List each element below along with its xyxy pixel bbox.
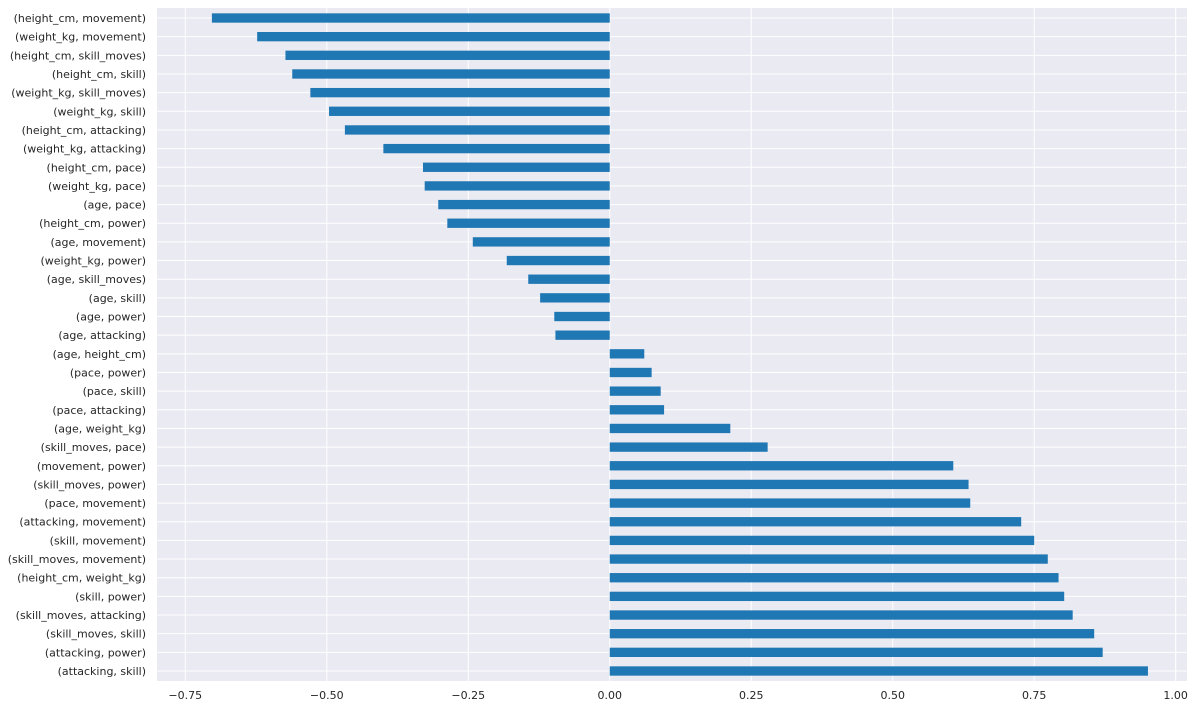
y-tick-label: (weight_kg, pace) (48, 180, 146, 193)
y-tick-label: (height_cm, movement) (14, 12, 146, 25)
y-tick-label: (age, pace) (83, 199, 146, 212)
y-tick-label: (height_cm, attacking) (22, 124, 146, 137)
bar (609, 554, 1048, 564)
bar (609, 629, 1095, 639)
bar (383, 143, 610, 154)
x-tick-labels: −0.75 −0.50 −0.25 0.00 0.25 0.50 0.75 1.00 (168, 689, 1187, 702)
bar (344, 125, 610, 135)
y-tick-label: (skill_moves, attacking) (16, 609, 146, 622)
y-tick-label: (pace, attacking) (52, 404, 146, 417)
y-tick-label: (skill_moves, pace) (41, 441, 146, 454)
x-tick-label: −0.75 (168, 689, 202, 702)
bars (211, 13, 1148, 676)
bar (438, 199, 610, 210)
y-tick-label: (weight_kg, skill) (53, 105, 146, 118)
bar (609, 479, 969, 490)
bar (609, 405, 665, 415)
y-tick-label: (height_cm, skill) (52, 68, 146, 81)
y-tick-label: (weight_kg, skill_moves) (11, 87, 146, 100)
bar (285, 50, 610, 60)
plot-area (157, 8, 1187, 681)
bar (555, 330, 610, 340)
y-tick-label: (weight_kg, attacking) (23, 143, 146, 156)
bar (609, 498, 971, 508)
y-tick-label: (height_cm, skill_moves) (10, 49, 146, 62)
bar (422, 162, 610, 172)
y-tick-label: (weight_kg, movement) (15, 31, 146, 44)
bar (609, 610, 1073, 620)
y-tick-labels: (height_cm, movement) (weight_kg, movemen… (8, 12, 146, 678)
bar (609, 666, 1148, 676)
bar (424, 181, 610, 191)
bar (609, 442, 768, 452)
bar (609, 367, 652, 378)
bar (609, 647, 1103, 658)
bar (329, 106, 610, 116)
x-tick-label: −0.25 (451, 689, 485, 702)
bar (609, 386, 661, 396)
bar (528, 274, 610, 284)
y-tick-label: (age, weight_kg) (54, 422, 146, 435)
y-tick-label: (age, skill_moves) (47, 273, 146, 286)
x-tick-label: −0.50 (310, 689, 344, 702)
y-tick-label: (skill_moves, movement) (8, 553, 146, 566)
bar (257, 31, 610, 42)
x-tick-label: 0.75 (1022, 689, 1047, 702)
y-tick-label: (age, attacking) (58, 329, 146, 342)
y-tick-label: (height_cm, pace) (47, 161, 146, 174)
y-tick-label: (skill_moves, power) (33, 478, 146, 491)
bar (506, 255, 610, 266)
x-tick-label: 0.50 (880, 689, 905, 702)
bar (609, 517, 1022, 527)
y-tick-label: (age, height_cm) (53, 348, 146, 361)
y-tick-label: (skill_moves, skill) (46, 628, 146, 641)
x-tick-label: 0.25 (739, 689, 764, 702)
y-tick-label: (skill, power) (75, 590, 146, 603)
y-tick-label: (pace, power) (70, 366, 146, 379)
y-tick-label: (age, power) (76, 311, 146, 324)
y-tick-label: (attacking, movement) (19, 516, 146, 529)
bar (540, 293, 610, 303)
bar (609, 423, 731, 434)
y-tick-label: (height_cm, power) (39, 217, 146, 230)
y-tick-label: (attacking, skill) (58, 665, 146, 678)
bar (609, 461, 954, 471)
x-tick-label: 0.00 (597, 689, 622, 702)
x-tick-label: 1.00 (1163, 689, 1188, 702)
bar (211, 13, 610, 23)
y-tick-label: (movement, power) (37, 460, 146, 473)
bar (447, 218, 610, 228)
bar (609, 591, 1065, 602)
y-tick-label: (pace, skill) (83, 385, 146, 398)
bar (310, 87, 610, 98)
y-tick-label: (weight_kg, power) (40, 255, 146, 268)
bar (609, 535, 1035, 546)
bar (472, 237, 610, 247)
y-tick-label: (pace, movement) (44, 497, 146, 510)
y-tick-label: (skill, movement) (50, 534, 146, 547)
y-tick-label: (age, movement) (50, 236, 146, 249)
y-tick-label: (height_cm, weight_kg) (17, 572, 146, 585)
bar (609, 349, 645, 359)
bar (609, 573, 1059, 583)
y-tick-label: (attacking, power) (45, 646, 146, 659)
y-tick-label: (age, skill) (89, 292, 146, 305)
bar (292, 69, 610, 79)
bar (554, 311, 610, 322)
